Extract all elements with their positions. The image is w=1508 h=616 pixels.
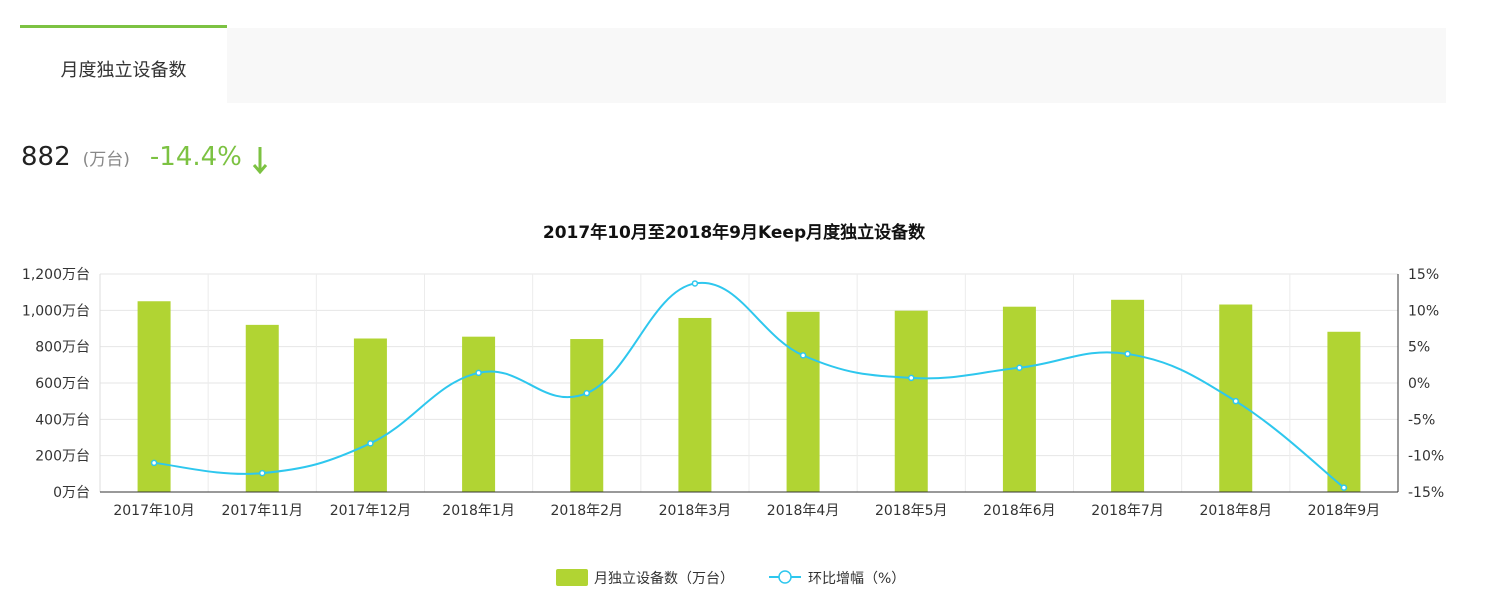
y-right-tick-label: 0% [1408, 376, 1430, 392]
x-tick-label: 2018年9月 [1308, 503, 1381, 519]
bar [678, 317, 712, 492]
x-tick-label: 2018年8月 [1199, 503, 1272, 519]
x-tick-label: 2018年5月 [875, 503, 948, 519]
x-tick-label: 2018年3月 [659, 503, 732, 519]
x-tick-label: 2018年7月 [1091, 503, 1164, 519]
bar [894, 310, 928, 492]
legend: 月独立设备数（万台） 环比增幅（%） [556, 569, 905, 587]
y-left-tick-label: 1,200万台 [22, 267, 90, 283]
y-left-tick-label: 200万台 [35, 449, 90, 465]
line-point [367, 440, 374, 447]
x-tick-label: 2018年1月 [442, 503, 515, 519]
y-left-tick-label: 600万台 [35, 376, 90, 392]
y-right-tick-label: 10% [1408, 303, 1439, 319]
line-point [1124, 350, 1131, 358]
line-point [259, 469, 266, 477]
metric-change: -14.4% [149, 142, 242, 172]
line-point [691, 280, 699, 287]
tab-bar-background [227, 28, 1446, 103]
metric-unit: (万台) [82, 150, 130, 170]
y-left-tick-label: 1,000万台 [22, 303, 90, 319]
bar [353, 338, 387, 492]
y-right-tick-label: -10% [1408, 449, 1444, 465]
legend-line-marker [778, 570, 792, 584]
chart: 2017年10月至2018年9月Keep月度独立设备数 0万台 -15% 200万台… [22, 222, 1444, 587]
line-point [1232, 397, 1239, 405]
x-tick-label: 2018年6月 [983, 503, 1056, 519]
line-point [475, 369, 482, 377]
x-tick-label: 2017年12月 [330, 503, 411, 519]
legend-bar-label: 月独立设备数（万台） [594, 570, 734, 587]
line-point [908, 374, 915, 382]
y-right-tick-label: -5% [1408, 412, 1435, 428]
x-tick-label: 2018年4月 [767, 503, 840, 519]
y-left-tick-label: 0万台 [53, 485, 90, 501]
y-left-tick-label: 800万台 [35, 340, 90, 356]
arrow-down-icon [252, 147, 268, 175]
x-tick-label: 2017年11月 [222, 503, 303, 519]
tab-label: 月度独立设备数 [60, 60, 187, 81]
bar [570, 339, 604, 492]
axes: 0万台 -15% 200万台 -10% 400万台 -5% 600万台 0% 800万台 5% 1,… [22, 267, 1444, 519]
summary-metric: 882 (万台) -14.4% [21, 142, 268, 178]
y-right-tick-label: 15% [1408, 267, 1439, 283]
bar [1111, 299, 1145, 492]
line-series [150, 280, 1348, 491]
tab-bar: 月度独立设备数 [20, 25, 1446, 103]
line-point [583, 389, 590, 397]
grid [100, 273, 1398, 493]
metric-value: 882 [21, 142, 71, 172]
bar [786, 311, 820, 492]
chart-title: 2017年10月至2018年9月Keep月度独立设备数 [543, 222, 926, 243]
bar [1327, 331, 1361, 492]
y-left-tick-label: 400万台 [35, 412, 90, 428]
line-point [150, 459, 158, 467]
line-point [1340, 484, 1348, 491]
y-right-tick-label: 5% [1408, 340, 1430, 356]
x-tick-label: 2018年2月 [550, 503, 623, 519]
x-tick-label: 2017年10月 [113, 503, 194, 519]
legend-bar-swatch [556, 569, 588, 586]
line-point [1016, 364, 1023, 371]
bar [245, 324, 279, 492]
tab-monthly-devices[interactable]: 月度独立设备数 [20, 25, 227, 103]
bar [1002, 306, 1036, 492]
y-right-tick-label: -15% [1408, 485, 1444, 501]
line-point [799, 352, 807, 359]
legend-line-label: 环比增幅（%） [808, 571, 905, 587]
bar [462, 336, 496, 492]
